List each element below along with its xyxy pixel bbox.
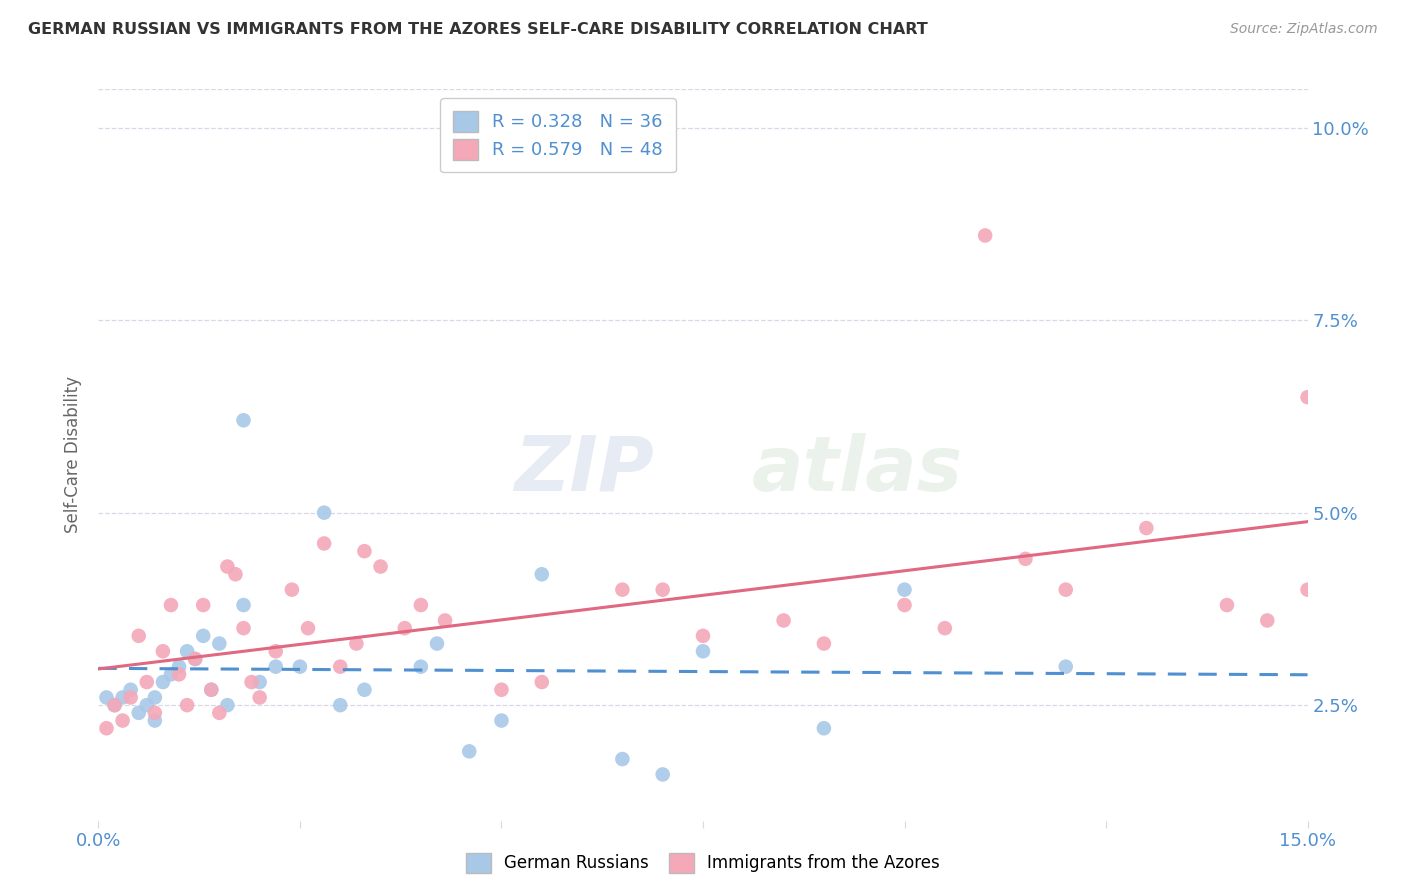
Point <box>409 659 432 673</box>
Point <box>530 567 553 582</box>
Point <box>394 621 416 635</box>
Point <box>813 636 835 650</box>
Point <box>530 675 553 690</box>
Point <box>264 659 287 673</box>
Point <box>297 621 319 635</box>
Point <box>1216 598 1239 612</box>
Point <box>103 698 125 713</box>
Legend: R = 0.328   N = 36, R = 0.579   N = 48: R = 0.328 N = 36, R = 0.579 N = 48 <box>440 98 676 172</box>
Point <box>934 621 956 635</box>
Point <box>692 644 714 658</box>
Y-axis label: Self-Care Disability: Self-Care Disability <box>65 376 83 533</box>
Point <box>111 690 134 705</box>
Point <box>193 598 215 612</box>
Point <box>143 690 166 705</box>
Point <box>249 690 271 705</box>
Point <box>111 714 134 728</box>
Point <box>813 721 835 735</box>
Point <box>193 629 215 643</box>
Point <box>329 698 352 713</box>
Point <box>96 690 118 705</box>
Text: Source: ZipAtlas.com: Source: ZipAtlas.com <box>1230 22 1378 37</box>
Point <box>143 706 166 720</box>
Point <box>353 544 375 558</box>
Point <box>184 652 207 666</box>
Point <box>135 698 157 713</box>
Point <box>167 659 190 673</box>
Point <box>772 614 794 628</box>
Point <box>651 767 673 781</box>
Point <box>217 698 239 713</box>
Point <box>200 682 222 697</box>
Point <box>184 652 207 666</box>
Point <box>143 714 166 728</box>
Point <box>1256 614 1278 628</box>
Point <box>893 598 915 612</box>
Point <box>96 721 118 735</box>
Point <box>167 667 190 681</box>
Point <box>651 582 673 597</box>
Point <box>458 744 481 758</box>
Point <box>160 667 183 681</box>
Point <box>491 682 513 697</box>
Point <box>353 682 375 697</box>
Point <box>612 582 634 597</box>
Point <box>152 675 174 690</box>
Point <box>232 413 254 427</box>
Point <box>128 706 150 720</box>
Point <box>288 659 311 673</box>
Point <box>135 675 157 690</box>
Point <box>612 752 634 766</box>
Point <box>1296 390 1319 404</box>
Point <box>1054 659 1077 673</box>
Point <box>264 644 287 658</box>
Point <box>152 644 174 658</box>
Point <box>120 690 142 705</box>
Point <box>224 567 246 582</box>
Point <box>232 621 254 635</box>
Text: atlas: atlas <box>751 433 963 507</box>
Point <box>249 675 271 690</box>
Point <box>314 536 336 550</box>
Legend: German Russians, Immigrants from the Azores: German Russians, Immigrants from the Azo… <box>460 847 946 880</box>
Point <box>217 559 239 574</box>
Point <box>344 636 367 650</box>
Point <box>491 714 513 728</box>
Point <box>240 675 263 690</box>
Point <box>208 636 231 650</box>
Point <box>176 644 198 658</box>
Point <box>120 682 142 697</box>
Text: ZIP: ZIP <box>515 433 655 507</box>
Point <box>893 582 915 597</box>
Point <box>200 682 222 697</box>
Text: GERMAN RUSSIAN VS IMMIGRANTS FROM THE AZORES SELF-CARE DISABILITY CORRELATION CH: GERMAN RUSSIAN VS IMMIGRANTS FROM THE AZ… <box>28 22 928 37</box>
Point <box>370 559 392 574</box>
Point <box>281 582 304 597</box>
Point <box>434 614 457 628</box>
Point <box>426 636 449 650</box>
Point <box>692 629 714 643</box>
Point <box>128 629 150 643</box>
Point <box>103 698 125 713</box>
Point <box>160 598 183 612</box>
Point <box>1054 582 1077 597</box>
Point <box>314 506 336 520</box>
Point <box>1135 521 1157 535</box>
Point <box>409 598 432 612</box>
Point <box>208 706 231 720</box>
Point <box>232 598 254 612</box>
Point <box>1014 552 1036 566</box>
Point <box>974 228 997 243</box>
Point <box>1296 582 1319 597</box>
Point <box>329 659 352 673</box>
Point <box>176 698 198 713</box>
